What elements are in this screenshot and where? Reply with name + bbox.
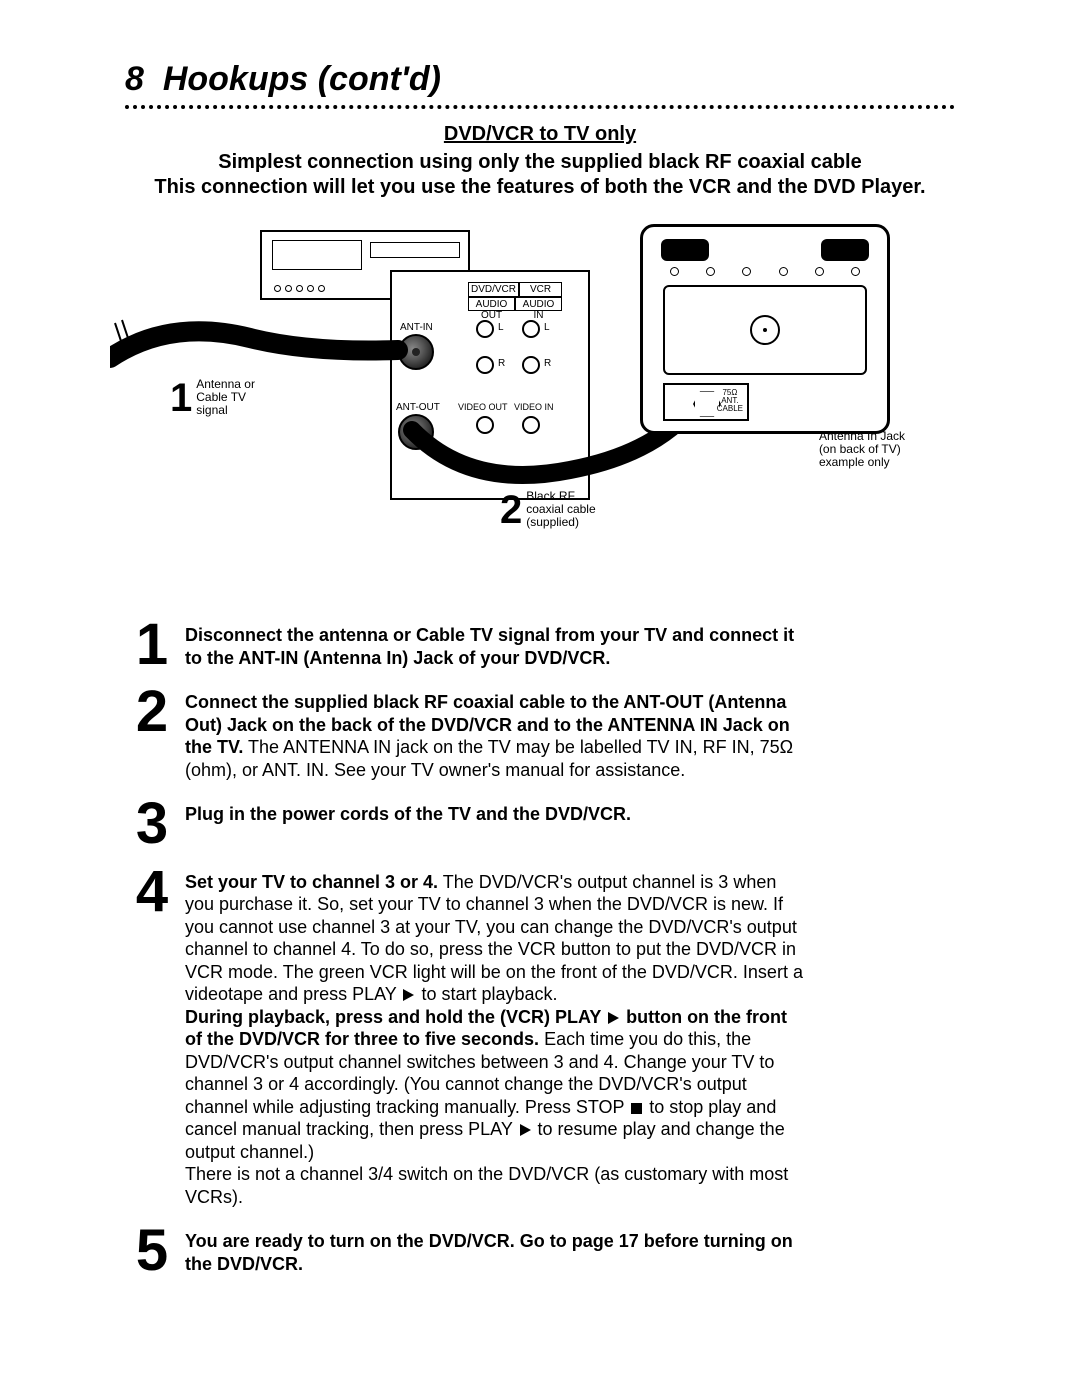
step-body: Connect the supplied black RF coaxial ca… [185,687,805,781]
label-vcr: VCR [519,282,562,297]
label-dvdvcr: DVD/VCR [468,282,519,297]
label-l2: L [544,322,550,333]
stop-icon [631,1103,642,1114]
diagram-callout-1: 1Antenna or Cable TV signal [170,378,255,418]
step-num: 5 [125,1226,179,1275]
callout1-text: Antenna or Cable TV signal [196,378,255,418]
step-2: 2Connect the supplied black RF coaxial c… [125,687,955,781]
ant-in-plug-icon [398,334,434,370]
section-title: DVD/VCR to TV only [125,123,955,146]
step-body: You are ready to turn on the DVD/VCR. Go… [185,1226,805,1275]
step-text-bold: You are ready to turn on the DVD/VCR. Go… [185,1231,793,1274]
tv-back-icon: 75Ω ANT. CABLE [640,224,890,434]
diagram-callout-3: Antenna In Jack (on back of TV) example … [819,430,905,470]
diagram-callout-2: 2Black RF coaxial cable (supplied) [500,490,596,530]
page-number: 8 [125,60,144,98]
page-title: 8 Hookups (cont'd) [125,60,955,99]
label-ant-out: ANT-OUT [396,402,440,413]
step-text-bold: Plug in the power cords of the TV and th… [185,804,631,824]
ant-out-plug-icon [398,414,434,450]
label-video-in: VIDEO IN [514,402,554,412]
step-text-bold: Set your TV to channel 3 or 4. [185,872,438,892]
step-5: 5You are ready to turn on the DVD/VCR. G… [125,1226,955,1275]
page-title-text: Hookups (cont'd) [163,60,441,98]
step-text: There is not a channel 3/4 switch on the… [185,1164,788,1207]
dvdvcr-back-panel-icon: DVD/VCR VCR AUDIO OUT AUDIO IN ANT-IN L … [390,270,590,500]
label-l: L [498,322,504,333]
hookup-diagram: DVD/VCR VCR AUDIO OUT AUDIO IN ANT-IN L … [190,230,890,530]
step-text: to start playback. [416,984,557,1004]
step-1: 1Disconnect the antenna or Cable TV sign… [125,620,955,669]
step-text-bold: During playback, press and hold the (VCR… [185,1007,606,1027]
callout2-text: Black RF coaxial cable (supplied) [526,490,595,530]
step-body: Plug in the power cords of the TV and th… [185,799,631,826]
tv-antenna-jack-icon: 75Ω ANT. CABLE [663,383,749,421]
callout2-num: 2 [500,494,522,526]
label-audio-in: AUDIO IN [515,297,562,311]
label-audio-out: AUDIO OUT [468,297,515,311]
section-sub2: This connection will let you use the fea… [125,175,955,200]
cable-antenna-icon [110,308,410,378]
callout1-num: 1 [170,382,192,414]
callout3-text: Antenna In Jack (on back of TV) example … [819,429,905,469]
step-num: 1 [125,620,179,669]
section-sub1: Simplest connection using only the suppl… [125,150,955,175]
step-num: 4 [125,867,179,916]
step-4: 4Set your TV to channel 3 or 4. The DVD/… [125,867,955,1209]
label-75ohm: 75Ω ANT. CABLE [717,389,743,413]
steps-list: 1Disconnect the antenna or Cable TV sign… [125,620,955,1275]
play-icon [403,989,414,1001]
play-icon [520,1124,531,1136]
step-body: Set your TV to channel 3 or 4. The DVD/V… [185,867,805,1209]
step-body: Disconnect the antenna or Cable TV signa… [185,620,805,669]
label-r: R [498,358,505,369]
step-3: 3 Plug in the power cords of the TV and t… [125,799,955,848]
label-ant-in: ANT-IN [400,322,433,333]
title-divider [125,105,955,109]
play-icon [608,1012,619,1024]
label-video-out: VIDEO OUT [458,402,508,412]
label-r2: R [544,358,551,369]
step-num: 3 [125,799,179,848]
step-text: The ANTENNA IN jack on the TV may be lab… [185,737,793,780]
step-text-bold: Disconnect the antenna or Cable TV signa… [185,625,794,668]
step-num: 2 [125,687,179,736]
